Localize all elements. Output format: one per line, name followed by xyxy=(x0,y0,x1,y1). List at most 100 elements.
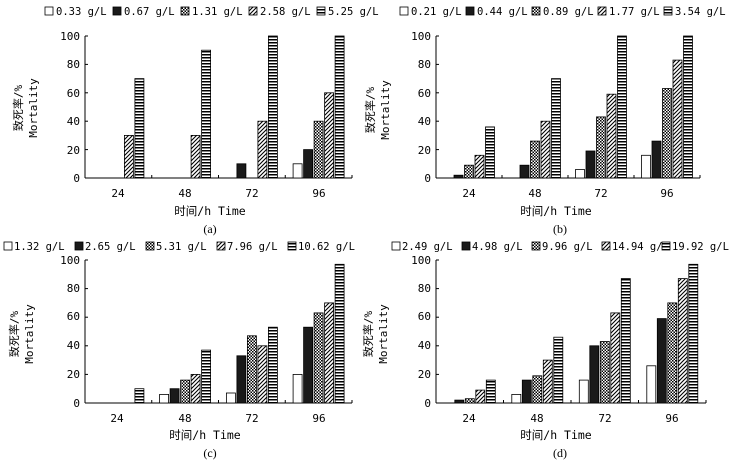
y-axis-label-en: Mortality xyxy=(23,304,36,364)
y-tick-label: 20 xyxy=(67,144,80,157)
y-axis-label-cn: 致死率/% xyxy=(7,311,21,358)
legend-swatch xyxy=(465,6,475,16)
bar xyxy=(324,92,335,179)
bar xyxy=(521,379,532,404)
legend-label: 0.67 g/L xyxy=(124,6,175,18)
bar xyxy=(519,164,530,179)
bar xyxy=(257,345,268,404)
legend-label: 0.21 g/L xyxy=(411,6,462,18)
bar xyxy=(246,335,257,404)
bar xyxy=(124,134,134,179)
legend-label: 0.33 g/L xyxy=(56,6,107,18)
panel-label: (b) xyxy=(553,222,567,236)
x-tick-label: 72 xyxy=(245,412,258,425)
panel-d-yticks: 0 20 40 60 80 100 xyxy=(411,254,431,410)
y-tick-label: 0 xyxy=(73,397,80,410)
y-tick-label: 40 xyxy=(418,115,431,128)
y-tick-label: 0 xyxy=(424,397,431,410)
bar xyxy=(303,149,314,179)
bar xyxy=(662,88,672,179)
bar xyxy=(511,393,522,404)
y-tick-label: 20 xyxy=(67,368,80,381)
bar xyxy=(292,373,303,404)
bar xyxy=(599,341,610,404)
bar xyxy=(589,345,600,404)
legend-swatch xyxy=(180,6,190,16)
legend-swatch xyxy=(316,6,326,16)
bar xyxy=(159,393,170,404)
legend-label: 5.25 g/L xyxy=(328,6,379,18)
legend-swatch xyxy=(399,6,409,16)
y-axis-label-en: Mortality xyxy=(377,304,390,364)
plot-area xyxy=(435,259,707,404)
y-axis-label-en: Mortality xyxy=(379,80,392,140)
bar xyxy=(313,312,324,404)
panel-label: (a) xyxy=(203,222,216,236)
y-tick-label: 80 xyxy=(67,58,80,71)
bar xyxy=(303,326,314,404)
bar xyxy=(236,163,247,179)
y-tick-label: 60 xyxy=(67,87,80,100)
bar xyxy=(292,163,303,179)
x-tick-label: 48 xyxy=(530,412,543,425)
bar xyxy=(454,399,465,404)
bar xyxy=(553,336,564,404)
legend-swatch xyxy=(44,6,54,16)
bar xyxy=(585,150,596,179)
bar xyxy=(667,302,678,404)
bar xyxy=(180,379,191,404)
bar xyxy=(190,373,201,404)
legend-label: 2.49 g/L xyxy=(402,241,453,253)
bar xyxy=(313,120,324,179)
plot-area xyxy=(84,259,353,404)
y-tick-label: 100 xyxy=(60,254,80,267)
bar xyxy=(606,93,617,179)
bar xyxy=(610,312,621,404)
bar xyxy=(257,120,268,179)
bar xyxy=(683,35,693,179)
bar xyxy=(617,35,627,179)
x-tick-label: 24 xyxy=(110,412,124,425)
legend-label: 2.65 g/L xyxy=(85,241,136,253)
x-axis-label: 时间/h Time xyxy=(520,428,592,442)
bar xyxy=(578,379,589,404)
plot-areas xyxy=(84,35,707,404)
panel-b: 0.21 g/L 0.44 g/L 0.89 g/L 1.77 g/L 3.54… xyxy=(363,6,726,236)
legend-swatch xyxy=(663,6,673,16)
bar xyxy=(651,140,662,179)
bar xyxy=(575,169,585,179)
bar xyxy=(225,392,236,404)
bar xyxy=(551,78,561,179)
legend-label: 7.96 g/L xyxy=(227,241,278,253)
legend-swatch xyxy=(287,241,297,251)
bar xyxy=(485,379,496,404)
bar xyxy=(540,120,551,179)
panel-c: 1.32 g/L 2.65 g/L 5.31 g/L 7.96 g/L 10.6… xyxy=(3,241,355,460)
legend-swatch xyxy=(597,6,607,16)
panel-d-legend: 2.49 g/L 4.98 g/L 9.96 g/L 14.94 g/L 19.… xyxy=(391,241,729,253)
bar xyxy=(475,389,486,404)
legend-label: 1.31 g/L xyxy=(192,6,243,18)
panel-c-legend: 1.32 g/L 2.65 g/L 5.31 g/L 7.96 g/L 10.6… xyxy=(3,241,355,253)
bar xyxy=(134,78,145,179)
y-tick-label: 100 xyxy=(411,254,431,267)
x-tick-label: 48 xyxy=(528,187,541,200)
legend-swatch xyxy=(661,241,671,251)
x-tick-label: 72 xyxy=(245,187,258,200)
y-tick-label: 80 xyxy=(418,58,431,71)
bar xyxy=(688,263,699,404)
plot-area xyxy=(435,35,701,179)
bar xyxy=(169,388,180,404)
legend-swatch xyxy=(601,241,611,251)
bar xyxy=(474,154,485,179)
bar xyxy=(464,398,475,404)
x-tick-label: 24 xyxy=(462,187,476,200)
legend-swatch xyxy=(531,241,541,251)
y-tick-label: 100 xyxy=(60,30,80,43)
panel-c-xticks: 24 48 72 96 xyxy=(110,412,325,425)
bar xyxy=(532,375,543,404)
legend-swatch xyxy=(3,241,13,251)
legend-label: 14.94 g/L xyxy=(612,241,669,253)
panel-a: 0.33 g/L 0.67 g/L 1.31 g/L 2.58 g/L 5.25… xyxy=(11,6,379,236)
bar xyxy=(596,116,606,179)
